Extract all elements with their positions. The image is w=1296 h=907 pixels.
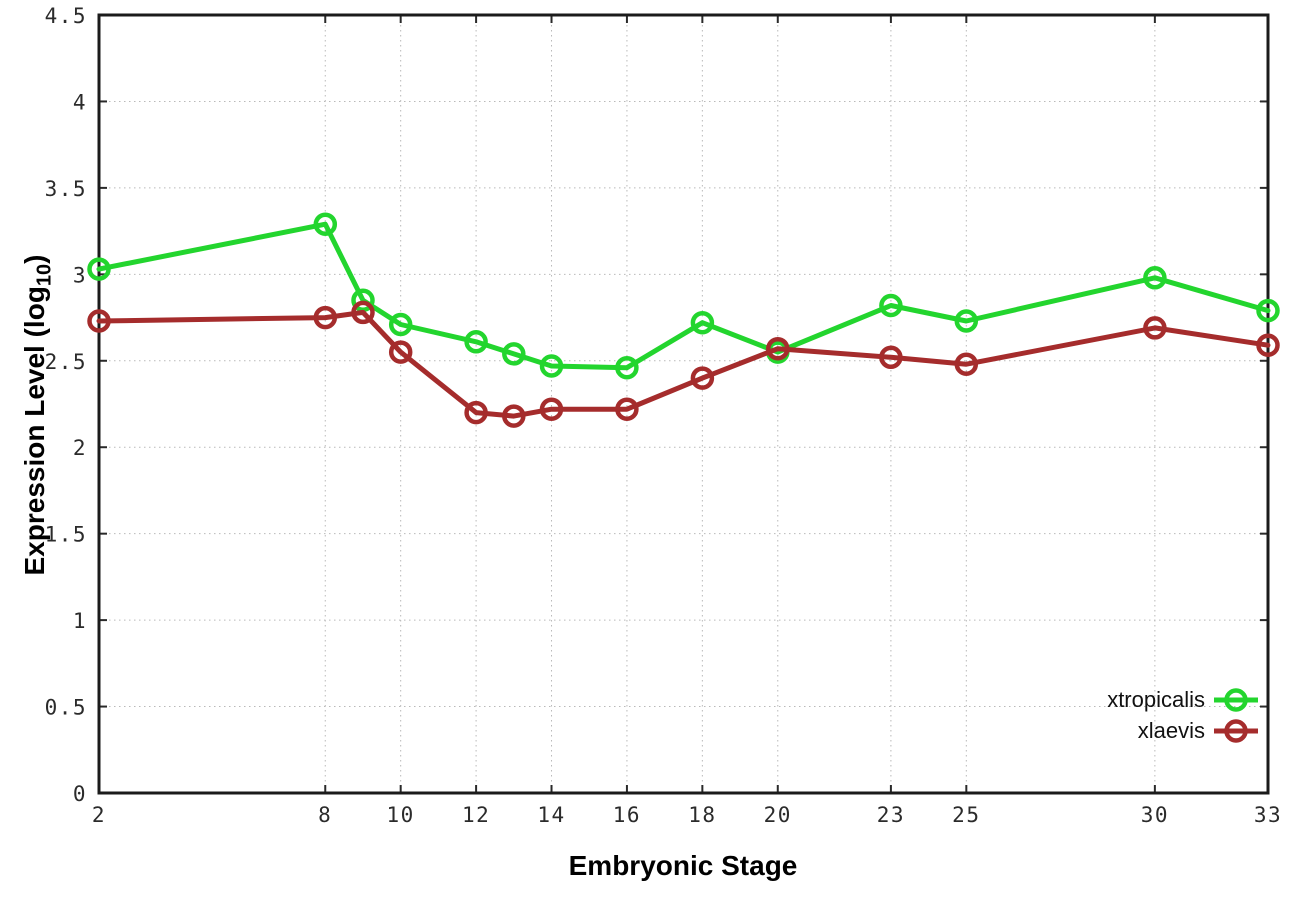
svg-text:3.5: 3.5 [45, 177, 87, 201]
y-axis-title-close: ) [19, 254, 50, 264]
svg-text:14: 14 [537, 803, 565, 827]
svg-text:20: 20 [764, 803, 792, 827]
svg-text:12: 12 [462, 803, 490, 827]
legend-label-xlaevis: xlaevis [1137, 717, 1205, 743]
y-axis-title-subscript: 10 [33, 263, 56, 287]
x-axis-title: Embryonic Stage [568, 850, 798, 881]
svg-text:33: 33 [1254, 803, 1282, 827]
legend-entry-xtropicalis: xtropicalis [1107, 684, 1258, 715]
svg-text:3: 3 [73, 263, 87, 287]
legend-label-xtropicalis: xtropicalis [1107, 686, 1205, 712]
svg-text:1: 1 [73, 609, 87, 633]
y-axis-title-text: Expression Level (log [19, 286, 50, 576]
svg-text:0.5: 0.5 [45, 696, 87, 720]
legend-entry-xlaevis: xlaevis [1107, 715, 1258, 746]
svg-text:4.5: 4.5 [45, 4, 87, 28]
svg-text:16: 16 [613, 803, 641, 827]
svg-text:4: 4 [73, 90, 87, 114]
svg-text:2: 2 [92, 803, 106, 827]
svg-text:8: 8 [318, 803, 332, 827]
svg-text:2: 2 [73, 436, 87, 460]
line-circle-marker-icon [1214, 718, 1258, 743]
line-circle-marker-icon [1214, 687, 1258, 712]
svg-text:23: 23 [877, 803, 905, 827]
svg-text:30: 30 [1141, 803, 1169, 827]
legend: xtropicalis xlaevis [1107, 684, 1258, 746]
svg-text:0: 0 [73, 782, 87, 806]
svg-text:18: 18 [688, 803, 716, 827]
svg-text:1.5: 1.5 [45, 523, 87, 547]
y-axis-title: Expression Level (log10) [19, 254, 56, 576]
svg-text:10: 10 [387, 803, 415, 827]
svg-text:2.5: 2.5 [45, 350, 87, 374]
svg-text:25: 25 [952, 803, 980, 827]
